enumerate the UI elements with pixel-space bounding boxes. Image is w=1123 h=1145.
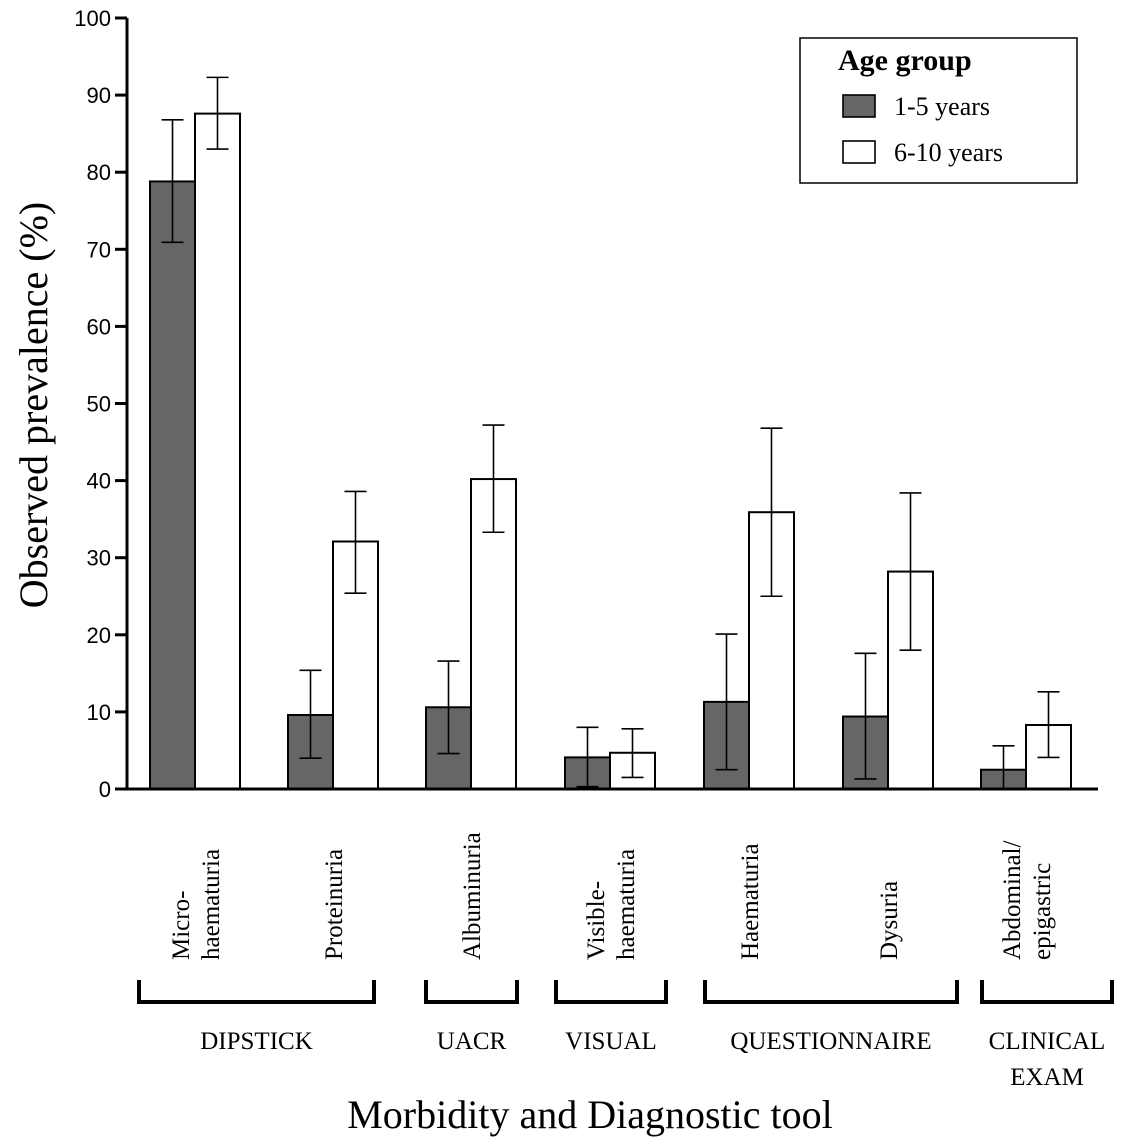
category-label: Proteinuria <box>321 849 348 960</box>
category-label: Micro- <box>168 891 195 960</box>
group-label: QUESTIONNAIRE <box>730 1028 931 1055</box>
x-axis-label: Morbidity and Diagnostic tool <box>347 1092 833 1137</box>
legend-title: Age group <box>838 44 972 77</box>
y-tick-label: 40 <box>87 469 111 494</box>
category-label: Visible- <box>583 881 610 960</box>
y-tick-label: 60 <box>87 314 111 339</box>
legend-entry: 1-5 years <box>894 92 990 121</box>
category-label: Abdominal/ <box>999 841 1026 960</box>
y-tick-label: 0 <box>99 777 111 802</box>
plot-area <box>149 76 1072 791</box>
category-label: haematuria <box>613 849 640 960</box>
bar-6-10-years-0 <box>194 112 241 790</box>
y-tick-label: 50 <box>87 392 111 417</box>
category-label: haematuria <box>198 849 225 960</box>
y-tick-label: 100 <box>74 6 111 31</box>
group-bracket <box>424 980 519 1004</box>
y-tick-label: 30 <box>87 546 111 571</box>
category-label: Haematuria <box>737 843 764 960</box>
legend-swatch <box>842 140 876 164</box>
group-label: DIPSTICK <box>200 1028 313 1055</box>
group-bracket <box>703 980 959 1004</box>
y-tick-label: 90 <box>87 83 111 108</box>
y-tick-label: 80 <box>87 160 111 185</box>
y-tick-label: 20 <box>87 623 111 648</box>
category-label: epigastric <box>1029 863 1056 960</box>
group-label: CLINICAL <box>989 1028 1106 1055</box>
legend: Age group 1-5 years 6-10 years <box>799 37 1078 184</box>
group-label: EXAM <box>1010 1064 1084 1091</box>
group-bracket <box>554 980 668 1004</box>
legend-entry: 6-10 years <box>894 138 1003 167</box>
diagnostic-tool-groups: DIPSTICK UACR VISUAL QUESTIONNAIRE CLINICAL E… <box>137 980 1114 1091</box>
category-label: Dysuria <box>876 881 903 960</box>
category-labels: Micro-haematuria Proteinuria Albuminuria Vi… <box>168 832 1056 960</box>
group-label: VISUAL <box>565 1028 657 1055</box>
y-tick-label: 10 <box>87 700 111 725</box>
group-label: UACR <box>437 1028 507 1055</box>
legend-swatch <box>842 94 876 118</box>
category-label: Albuminuria <box>459 832 486 960</box>
y-axis: 0 10 20 30 40 50 60 70 80 90 100 <box>74 6 1098 802</box>
group-bracket <box>980 980 1114 1004</box>
y-tick-label: 70 <box>87 237 111 262</box>
y-axis-label: Observed prevalence (%) <box>11 202 56 608</box>
group-bracket <box>137 980 376 1004</box>
bar-1-5-years-0 <box>149 180 196 790</box>
